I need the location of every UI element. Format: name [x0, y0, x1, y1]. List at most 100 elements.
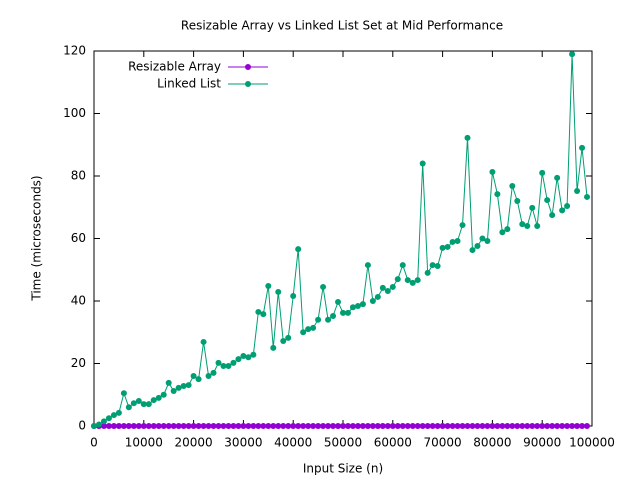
data-point	[280, 423, 287, 429]
data-point	[165, 379, 172, 386]
data-point	[340, 309, 346, 316]
data-point	[444, 243, 451, 250]
data-point	[514, 198, 521, 204]
data-point	[230, 359, 237, 366]
y-axis-label: Time (microseconds)	[30, 175, 44, 301]
data-point	[205, 423, 212, 429]
data-point	[175, 384, 182, 391]
data-point	[349, 304, 356, 311]
data-point	[424, 269, 431, 276]
data-point	[499, 229, 506, 236]
y-tick-label: 80	[71, 169, 86, 183]
data-point	[569, 423, 576, 429]
data-point	[250, 351, 257, 358]
data-point	[489, 423, 496, 429]
data-point	[354, 303, 361, 309]
data-point	[584, 193, 591, 200]
data-point	[205, 373, 212, 379]
data-point	[275, 423, 282, 429]
data-point	[220, 363, 227, 369]
data-point	[389, 423, 396, 429]
data-point	[120, 423, 127, 429]
data-point	[464, 134, 471, 141]
data-point	[125, 423, 132, 429]
data-point	[130, 400, 137, 407]
x-tick-label: 50000	[324, 436, 362, 450]
data-point	[414, 423, 421, 429]
data-point	[200, 423, 207, 429]
data-point	[539, 169, 546, 176]
data-point	[180, 423, 187, 429]
data-point	[135, 398, 142, 404]
data-point	[170, 423, 177, 429]
data-point	[260, 311, 267, 318]
data-point	[549, 423, 556, 429]
data-point	[564, 203, 571, 209]
data-point	[115, 409, 122, 416]
data-point	[210, 423, 217, 429]
data-point	[165, 423, 172, 429]
data-point	[155, 423, 162, 429]
x-tick-label: 40000	[274, 436, 312, 450]
data-point	[250, 423, 257, 429]
data-point	[195, 376, 202, 383]
data-point	[240, 423, 247, 429]
data-point	[215, 423, 222, 429]
data-point	[300, 423, 307, 429]
data-point	[369, 298, 376, 304]
data-point	[374, 423, 381, 429]
data-point	[300, 329, 307, 336]
data-point	[330, 313, 337, 319]
data-point	[125, 404, 132, 411]
data-point	[160, 391, 167, 398]
data-point	[524, 223, 531, 229]
data-point	[105, 415, 112, 422]
y-tick-label: 40	[71, 294, 86, 308]
data-point	[449, 423, 456, 429]
data-point	[150, 397, 157, 404]
data-point	[110, 412, 117, 419]
data-point	[509, 183, 516, 189]
chart-title: Resizable Array vs Linked List Set at Mi…	[181, 19, 503, 33]
data-point	[145, 401, 152, 408]
data-point	[409, 423, 416, 429]
data-point	[220, 423, 227, 429]
plot-border	[93, 50, 593, 427]
data-point	[554, 174, 561, 181]
data-point	[534, 223, 541, 229]
data-point	[374, 293, 381, 300]
legend-label: Resizable Array	[128, 60, 221, 74]
y-tick-label: 0	[78, 419, 86, 433]
data-point	[574, 188, 581, 194]
data-point	[135, 423, 142, 429]
data-point	[180, 383, 187, 389]
data-point	[504, 226, 511, 233]
data-point	[559, 207, 566, 214]
data-point	[454, 238, 461, 244]
data-point	[285, 423, 292, 429]
data-point	[190, 423, 197, 429]
data-point	[255, 423, 262, 429]
data-point	[325, 316, 332, 323]
data-point	[469, 247, 476, 254]
data-point	[275, 288, 282, 295]
data-point	[529, 204, 536, 211]
x-tick-label: 100000	[569, 436, 615, 450]
data-point	[399, 262, 406, 269]
data-point	[584, 423, 591, 429]
data-point	[285, 334, 292, 341]
x-axis-label: Input Size (n)	[303, 462, 383, 476]
data-point	[439, 423, 446, 429]
data-point	[444, 423, 451, 429]
data-point	[210, 369, 217, 376]
data-point	[359, 423, 366, 429]
data-point	[579, 144, 586, 151]
data-point	[429, 423, 436, 429]
data-point	[429, 262, 436, 269]
data-point	[419, 160, 426, 167]
data-point	[305, 326, 312, 333]
data-point	[519, 423, 526, 429]
data-point	[399, 423, 406, 429]
data-point	[295, 246, 302, 253]
